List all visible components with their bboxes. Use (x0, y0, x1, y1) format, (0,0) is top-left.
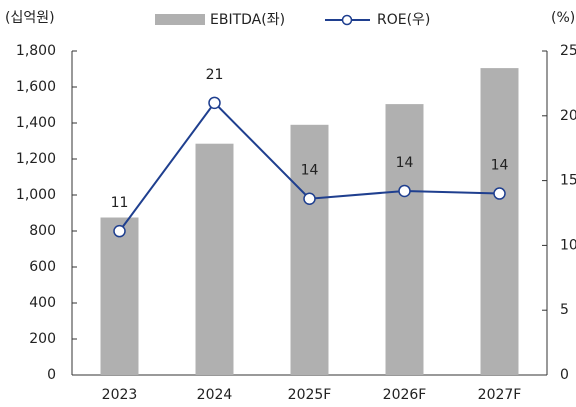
line-marker (303, 192, 316, 205)
bar (480, 68, 519, 375)
line-marker (493, 187, 506, 200)
bar (100, 217, 139, 375)
x-tick-label: 2025F (288, 387, 332, 403)
y2-tick-label: 5 (560, 302, 569, 318)
line-marker (113, 224, 126, 238)
y2-tick-label: 10 (560, 237, 576, 253)
y-axis-title: (십억원) (5, 10, 55, 26)
y-tick-label: 1,000 (16, 187, 56, 203)
line-marker (208, 96, 221, 110)
y2-tick-label: 25 (560, 43, 576, 59)
data-label: 21 (206, 67, 224, 83)
x-tick-label: 2026F (383, 387, 427, 403)
legend-label: ROE(우) (377, 12, 430, 28)
y-tick-label: 1,600 (16, 79, 56, 95)
bar (385, 104, 424, 375)
bar (195, 143, 234, 375)
y2-tick-label: 20 (560, 108, 576, 124)
y-tick-label: 0 (47, 367, 56, 383)
data-label: 14 (301, 163, 319, 179)
data-label: 14 (491, 158, 509, 174)
legend-marker (341, 14, 353, 26)
legend-swatch (155, 14, 205, 25)
y-tick-label: 1,400 (16, 115, 56, 131)
y2-tick-label: 15 (560, 173, 576, 189)
y-tick-label: 800 (29, 223, 56, 239)
y-tick-label: 600 (29, 259, 56, 275)
x-tick-label: 2027F (478, 387, 522, 403)
y2-tick-label: 0 (560, 367, 569, 383)
data-label: 14 (396, 155, 414, 171)
bar (290, 124, 329, 375)
x-tick-label: 2024 (197, 387, 233, 403)
y-tick-label: 200 (29, 331, 56, 347)
y-tick-label: 1,200 (16, 151, 56, 167)
line-marker (398, 184, 411, 198)
data-label: 11 (111, 195, 129, 211)
y2-axis-title: (%) (551, 10, 575, 26)
y-tick-label: 400 (29, 295, 56, 311)
y-tick-label: 1,800 (16, 43, 56, 59)
legend-label: EBITDA(좌) (210, 12, 285, 28)
x-tick-label: 2023 (102, 387, 138, 403)
